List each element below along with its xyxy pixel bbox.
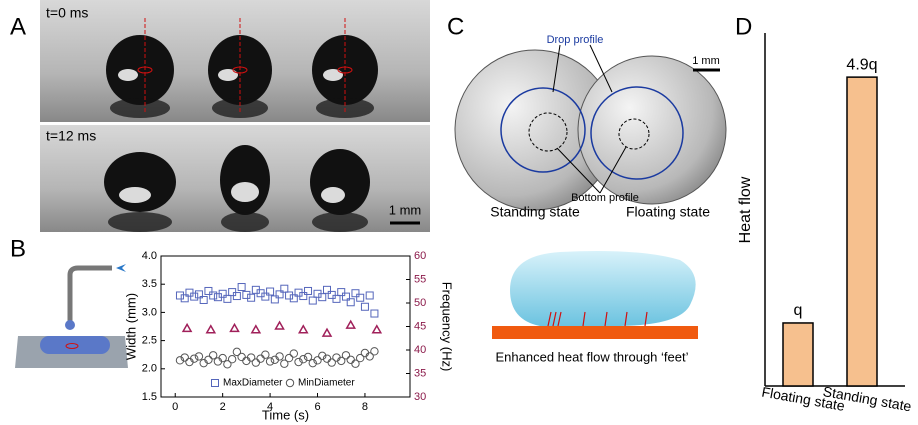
- time-label: t=12 ms: [46, 128, 96, 144]
- point: [361, 303, 368, 310]
- point: [243, 291, 250, 298]
- bar: [783, 323, 813, 386]
- point: [231, 324, 239, 331]
- point: [228, 356, 235, 363]
- point: [286, 292, 293, 299]
- point: [352, 290, 359, 297]
- y-tick-label: 2.5: [142, 335, 157, 347]
- y-tick-label: 3.5: [142, 278, 157, 290]
- y-axis-label: Width (mm): [123, 293, 138, 360]
- value-label: 4.9q: [846, 56, 877, 73]
- x-tick-label: 2: [220, 401, 226, 413]
- point: [252, 326, 260, 333]
- y2-tick-label: 50: [414, 297, 426, 309]
- y-tick-label: 2.0: [142, 363, 157, 375]
- bar: [847, 77, 877, 386]
- point: [271, 296, 278, 303]
- point: [309, 297, 316, 304]
- panel-label: C: [447, 13, 464, 40]
- point: [357, 294, 364, 301]
- point: [371, 310, 378, 317]
- point: [195, 353, 202, 360]
- legend-label: MaxDiameter: [223, 378, 283, 389]
- point: [238, 353, 245, 360]
- point: [371, 348, 378, 355]
- y2-tick-label: 30: [414, 391, 426, 403]
- point: [257, 355, 264, 362]
- point: [299, 326, 307, 333]
- point: [252, 359, 259, 366]
- point: [290, 350, 297, 357]
- y2-tick-label: 55: [414, 273, 426, 285]
- x-tick-label: 8: [362, 401, 368, 413]
- caption: Enhanced heat flow through ‘feet’: [496, 349, 689, 364]
- point: [323, 329, 331, 336]
- point: [224, 295, 231, 302]
- point: [285, 354, 292, 361]
- point: [304, 353, 311, 360]
- panel-label: B: [10, 235, 26, 262]
- x-tick-label: 6: [314, 401, 320, 413]
- photo-a: [40, 0, 430, 232]
- figure: A B C D t=0 ms t=12 ms 1 mm 1 mm Drop pr…: [0, 0, 918, 425]
- point: [347, 356, 354, 363]
- panel-label: A: [10, 13, 26, 40]
- y2-tick-label: 45: [414, 320, 426, 332]
- y-tick-label: 4.0: [142, 250, 157, 262]
- annotation: Drop profile: [547, 34, 604, 46]
- value-label: q: [794, 302, 803, 319]
- point: [207, 326, 215, 333]
- point: [305, 287, 312, 294]
- point: [342, 352, 349, 359]
- point: [276, 322, 284, 329]
- point: [324, 286, 331, 293]
- scale-label: 1 mm: [692, 55, 720, 67]
- y2-axis-label: Frequency (Hz): [440, 282, 455, 372]
- point: [183, 324, 191, 331]
- point: [347, 321, 355, 328]
- point: [267, 288, 274, 295]
- point: [366, 292, 373, 299]
- legend-marker: [286, 379, 293, 386]
- point: [338, 289, 345, 296]
- point: [266, 358, 273, 365]
- chart-b: 024681.52.02.53.03.54.030354045505560Tim…: [123, 250, 454, 423]
- y-axis-label: Heat flow: [737, 176, 754, 243]
- point: [210, 292, 217, 299]
- y2-tick-label: 35: [414, 367, 426, 379]
- point: [248, 294, 255, 301]
- panel-label: D: [735, 13, 752, 40]
- legend-marker: [212, 380, 219, 387]
- point: [205, 287, 212, 294]
- scale-label: 1 mm: [389, 202, 422, 217]
- plot-frame: [161, 256, 410, 397]
- time-label: t=0 ms: [46, 5, 88, 21]
- state-label: Standing state: [490, 204, 580, 220]
- x-tick-label: 0: [172, 401, 178, 413]
- y2-tick-label: 60: [414, 250, 426, 262]
- y-tick-label: 1.5: [142, 391, 157, 403]
- state-label: Floating state: [626, 204, 710, 220]
- point: [176, 292, 183, 299]
- schematic-b: [15, 264, 128, 368]
- y-tick-label: 3.0: [142, 306, 157, 318]
- point: [262, 351, 269, 358]
- y2-tick-label: 40: [414, 344, 426, 356]
- legend-label: MinDiameter: [298, 378, 355, 389]
- point: [238, 284, 245, 291]
- annotation: Bottom profile: [571, 192, 639, 204]
- point: [373, 326, 381, 333]
- point: [209, 352, 216, 359]
- x-axis-label: Time (s): [262, 407, 309, 422]
